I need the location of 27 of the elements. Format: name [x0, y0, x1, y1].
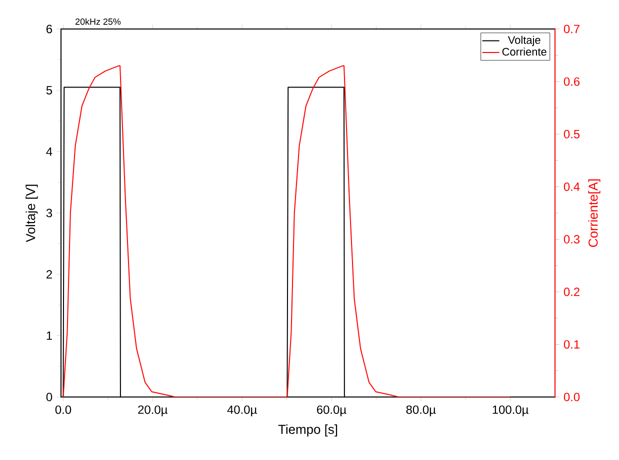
- y-tick-label: 0: [46, 392, 52, 402]
- x-tick-label: 40.0µ: [227, 405, 257, 416]
- y-axis-title: Voltaje [V]: [26, 184, 38, 242]
- y2-tick-label: 0.4: [564, 182, 580, 191]
- legend-label: Voltaje: [508, 36, 540, 46]
- x-axis-title: Tiempo [s]: [278, 424, 338, 437]
- y-tick-label: 2: [46, 270, 52, 279]
- y2-tick-label: 0.6: [564, 77, 580, 86]
- y-tick-label: 1: [46, 332, 52, 340]
- x-tick-label: 100.0µ: [492, 405, 528, 416]
- x-tick-label: 60.0µ: [317, 405, 346, 416]
- y-tick-label: 3: [46, 208, 52, 218]
- y2-tick-label: 0.3: [564, 235, 580, 244]
- y2-tick-label: 0.0: [564, 392, 580, 402]
- x-tick-label: 80.0µ: [406, 405, 436, 416]
- y2-tick-label: 0.2: [564, 288, 580, 296]
- x-tick-label: 20.0µ: [138, 405, 168, 416]
- y-tick-label: 4: [46, 148, 52, 156]
- y2-axis-title: Corriente[A]: [588, 179, 600, 247]
- x-tick-label: 0.0: [55, 405, 72, 414]
- y-tick-label: 5: [46, 86, 52, 94]
- y2-tick-label: 0.7: [564, 24, 580, 34]
- y2-tick-label: 0.5: [564, 130, 580, 138]
- y-tick-label: 6: [46, 24, 52, 34]
- y2-tick-label: 0.1: [564, 340, 580, 349]
- legend-label: Corriente: [502, 48, 546, 56]
- text: 20kHz 25%: [76, 18, 121, 25]
